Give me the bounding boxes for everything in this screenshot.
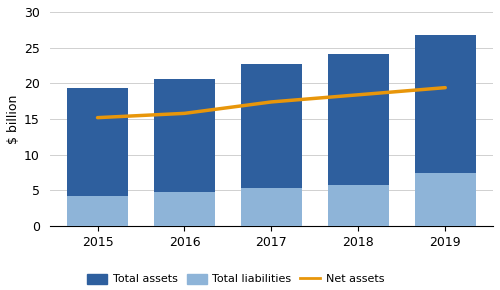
Bar <box>328 186 388 226</box>
Bar <box>328 54 388 226</box>
Legend: Total assets, Total liabilities, Net assets: Total assets, Total liabilities, Net ass… <box>84 270 388 288</box>
Bar <box>415 173 476 226</box>
Bar <box>67 196 128 226</box>
Bar <box>154 79 215 226</box>
Bar <box>154 192 215 226</box>
Bar <box>415 35 476 226</box>
Y-axis label: $ billion: $ billion <box>7 94 20 144</box>
Bar <box>241 64 302 226</box>
Bar <box>241 188 302 226</box>
Bar <box>67 88 128 226</box>
